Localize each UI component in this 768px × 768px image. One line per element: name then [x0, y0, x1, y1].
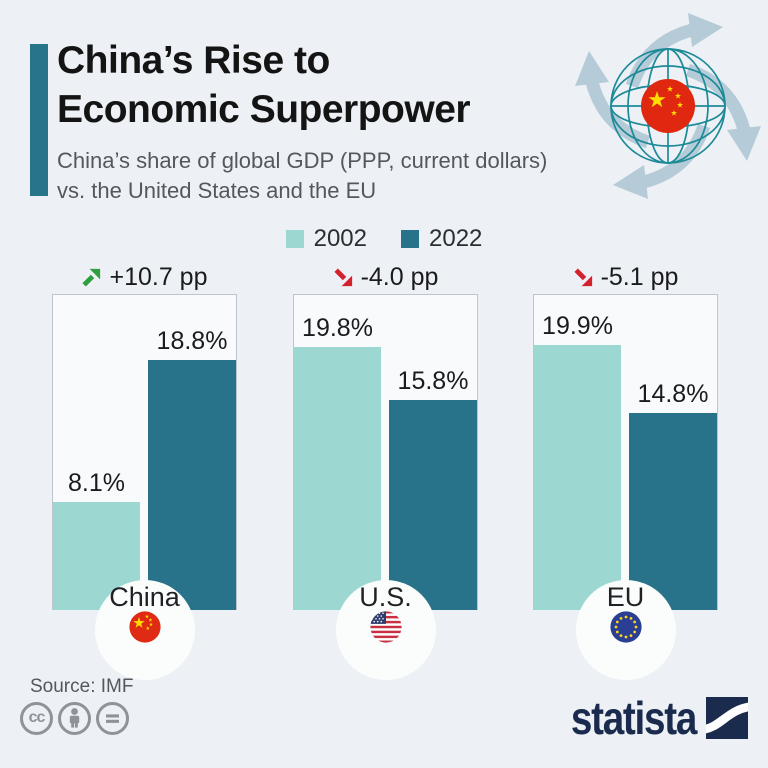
value-label-2022: 18.8% — [156, 327, 228, 355]
country-label: China — [109, 582, 180, 612]
chart-panel-china: +10.7 pp 8.1% 18.8% China — [52, 262, 237, 680]
us-flag-icon — [369, 611, 402, 643]
trend-arrow-icon — [82, 268, 101, 287]
chart-frame: 19.8% 15.8% — [293, 294, 478, 610]
trend-arrow-icon — [334, 267, 352, 286]
eu-flag-icon — [609, 611, 642, 643]
change-badge: -4.0 pp — [293, 262, 478, 292]
value-label-2002: 19.8% — [302, 314, 373, 342]
source-text: Source: IMF — [30, 676, 134, 697]
value-label-2022: 15.8% — [397, 367, 469, 395]
subtitle-line-1: China’s share of global GDP (PPP, curren… — [57, 148, 548, 173]
legend-item-2002: 2002 — [285, 225, 367, 253]
legend-label-2022: 2022 — [429, 225, 483, 252]
page-subtitle: China’s share of global GDP (PPP, curren… — [57, 146, 547, 206]
subtitle-line-2: vs. the United States and the EU — [57, 178, 377, 203]
license-icons: cc — [20, 702, 129, 735]
statista-mark-icon — [706, 697, 748, 739]
trend-arrow-icon — [574, 267, 592, 286]
value-label-2022: 14.8% — [637, 380, 709, 408]
bar-2002 — [534, 345, 621, 610]
change-badge: +10.7 pp — [52, 262, 237, 292]
bar-2022 — [629, 413, 717, 610]
title-accent-bar — [30, 44, 48, 196]
statista-wordmark: statista — [570, 692, 697, 744]
country-label: U.S. — [359, 582, 412, 612]
cc-icon: cc — [20, 702, 53, 735]
chart-panel-eu: -5.1 pp 19.9% 14.8% EU — [533, 262, 718, 680]
change-label: +10.7 pp — [109, 262, 208, 291]
change-label: -5.1 pp — [600, 262, 679, 291]
china-flag-icon — [128, 611, 161, 643]
legend-item-2022: 2022 — [401, 225, 482, 253]
value-label-2002: 8.1% — [68, 469, 125, 497]
chart-frame: 8.1% 18.8% — [52, 294, 237, 610]
value-label-2002: 19.9% — [542, 312, 613, 340]
chart-frame: 19.9% 14.8% — [533, 294, 718, 610]
legend: 2002 2022 — [0, 225, 768, 253]
title-line-1: China’s Rise to — [57, 39, 330, 82]
bar-2002 — [294, 347, 381, 610]
legend-label-2002: 2002 — [313, 225, 367, 252]
bar-2022 — [389, 400, 477, 610]
attribution-person-icon — [58, 702, 91, 735]
page-title: China’s Rise to Economic Superpower — [57, 36, 471, 134]
legend-swatch-2022 — [401, 230, 419, 248]
chart-panel-us: -4.0 pp 19.8% 15.8% U.S. — [293, 262, 478, 680]
globe-arrows-icon — [572, 8, 764, 209]
country-label: EU — [606, 582, 645, 612]
statista-logo: statista — [547, 692, 748, 744]
china-flag-center-icon — [641, 79, 695, 133]
change-label: -4.0 pp — [360, 262, 439, 291]
change-badge: -5.1 pp — [533, 262, 718, 292]
equal-sign-icon — [96, 702, 129, 735]
bar-2022 — [148, 360, 236, 610]
title-line-2: Economic Superpower — [57, 88, 471, 131]
legend-swatch-2002 — [285, 230, 304, 248]
